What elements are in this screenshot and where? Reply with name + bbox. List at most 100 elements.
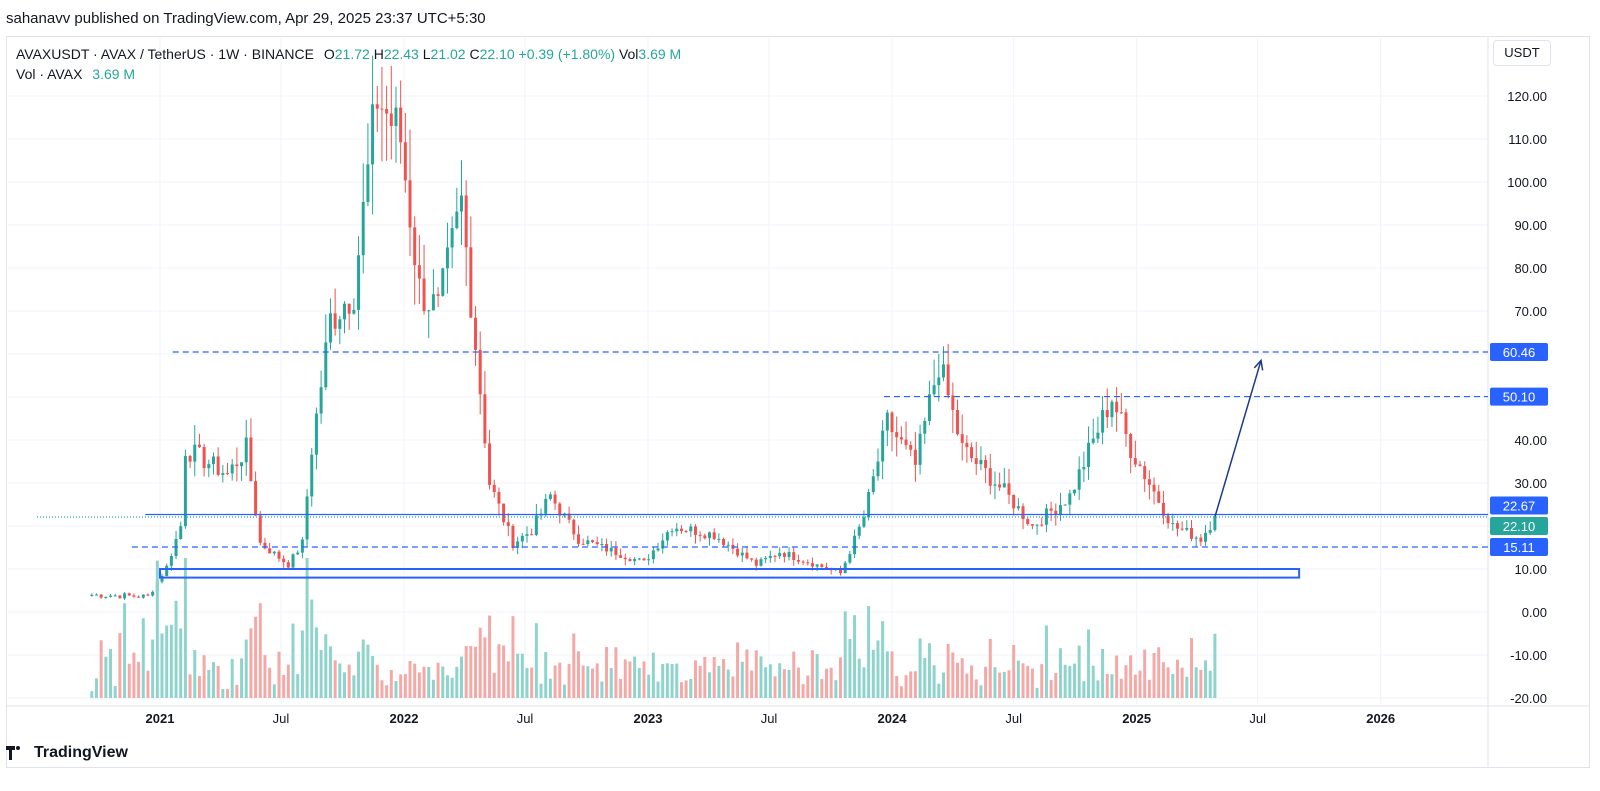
- candle-body: [693, 526, 697, 535]
- candle-body: [960, 434, 964, 443]
- volume-bar: [890, 651, 894, 698]
- candle-body: [502, 503, 506, 523]
- candle-body: [941, 364, 945, 378]
- volume-bar: [417, 672, 421, 698]
- volume-bar: [956, 662, 960, 698]
- volume-bar: [1016, 660, 1020, 698]
- volume-bar: [609, 668, 613, 698]
- currency-button[interactable]: USDT: [1493, 40, 1551, 66]
- volume-bar: [427, 666, 431, 698]
- candle-body: [965, 442, 969, 448]
- candle-body: [918, 433, 922, 465]
- volume-bar: [1096, 680, 1100, 698]
- volume-bar: [834, 680, 838, 698]
- volume-bar: [857, 658, 861, 698]
- open-value: 21.72: [334, 46, 370, 62]
- volume-bar: [324, 634, 328, 698]
- candle-body: [113, 595, 117, 597]
- candle-body: [169, 556, 173, 566]
- vol-line-label[interactable]: Vol · AVAX: [16, 66, 83, 82]
- candle-body: [712, 532, 716, 540]
- chart-frame[interactable]: [6, 36, 1590, 768]
- volume-bar: [651, 652, 655, 698]
- volume-bar: [600, 681, 604, 698]
- candle-body: [366, 164, 370, 202]
- candle-body: [1091, 438, 1095, 443]
- volume-bar: [970, 665, 974, 698]
- x-tick-label: Jul: [761, 711, 778, 726]
- footer-brand[interactable]: TradingView: [6, 744, 128, 762]
- volume-bar: [946, 643, 950, 698]
- candle-body: [651, 550, 655, 560]
- volume-bar: [1213, 633, 1217, 698]
- volume-bar: [1143, 649, 1147, 698]
- volume-bar: [361, 639, 365, 698]
- volume-bar: [1054, 672, 1058, 698]
- candle-body: [619, 555, 623, 558]
- volume-bar: [801, 684, 805, 698]
- candle-body: [193, 444, 197, 462]
- volume-bar: [619, 678, 623, 698]
- candle-body: [796, 559, 800, 562]
- candle-body: [909, 445, 913, 450]
- candle-body: [764, 557, 768, 560]
- volume-bar: [506, 661, 510, 698]
- x-tick-label: Jul: [1249, 711, 1266, 726]
- candle-body: [633, 558, 637, 562]
- candle-body: [530, 534, 534, 536]
- candle-body: [871, 476, 875, 493]
- candle-body: [99, 594, 103, 598]
- volume-bar: [413, 663, 417, 698]
- y-tick-label: 70.00: [1514, 304, 1547, 319]
- volume-bar: [665, 663, 669, 698]
- candle-body: [123, 593, 127, 599]
- candle-body: [431, 294, 435, 311]
- low-label: L: [422, 46, 431, 62]
- candle-body: [623, 557, 627, 560]
- volume-bar: [436, 662, 440, 698]
- volume-bar: [1044, 625, 1048, 698]
- symbol-label[interactable]: AVAXUSDT · AVAX / TetherUS · 1W · BINANC…: [16, 46, 314, 62]
- candle-body: [151, 591, 155, 596]
- candle-body: [492, 484, 496, 492]
- candle-body: [474, 317, 478, 350]
- candle-body: [927, 394, 931, 421]
- candle-body: [483, 394, 487, 444]
- candle-body: [984, 459, 988, 469]
- candle-body: [352, 309, 356, 314]
- y-tick-label: 90.00: [1514, 218, 1547, 233]
- candle-body: [389, 113, 393, 126]
- candle-body: [1175, 523, 1179, 529]
- volume-bar: [235, 684, 239, 698]
- volume-bar: [328, 646, 332, 698]
- candle-body: [956, 409, 960, 435]
- candle-body: [548, 494, 552, 499]
- volume-bar: [492, 672, 496, 698]
- volume-bar: [263, 655, 267, 698]
- volume-bar: [806, 675, 810, 698]
- candle-body: [385, 108, 389, 114]
- volume-bar: [843, 611, 847, 698]
- candle-body: [600, 544, 604, 546]
- volume-bar: [1040, 664, 1044, 698]
- volume-bar: [1194, 667, 1198, 698]
- vol-line-value: 3.69 M: [92, 66, 136, 82]
- candle-body: [1143, 466, 1147, 480]
- volume-bar: [633, 656, 637, 698]
- volume-bar: [268, 667, 272, 698]
- volume-bar: [876, 640, 880, 698]
- volume-bar: [689, 678, 693, 698]
- volume-bar: [988, 638, 992, 698]
- candle-body: [127, 593, 131, 596]
- candle-body: [1087, 442, 1091, 467]
- candle-body: [586, 540, 590, 545]
- y-tick-label: 100.00: [1507, 175, 1547, 190]
- candle-body: [1152, 484, 1156, 492]
- candle-body: [464, 195, 468, 248]
- volume-bar: [1077, 645, 1081, 698]
- volume-bar: [1091, 665, 1095, 698]
- volume-bar: [464, 645, 468, 698]
- high-label: H: [373, 46, 384, 62]
- volume-bar: [1180, 667, 1184, 698]
